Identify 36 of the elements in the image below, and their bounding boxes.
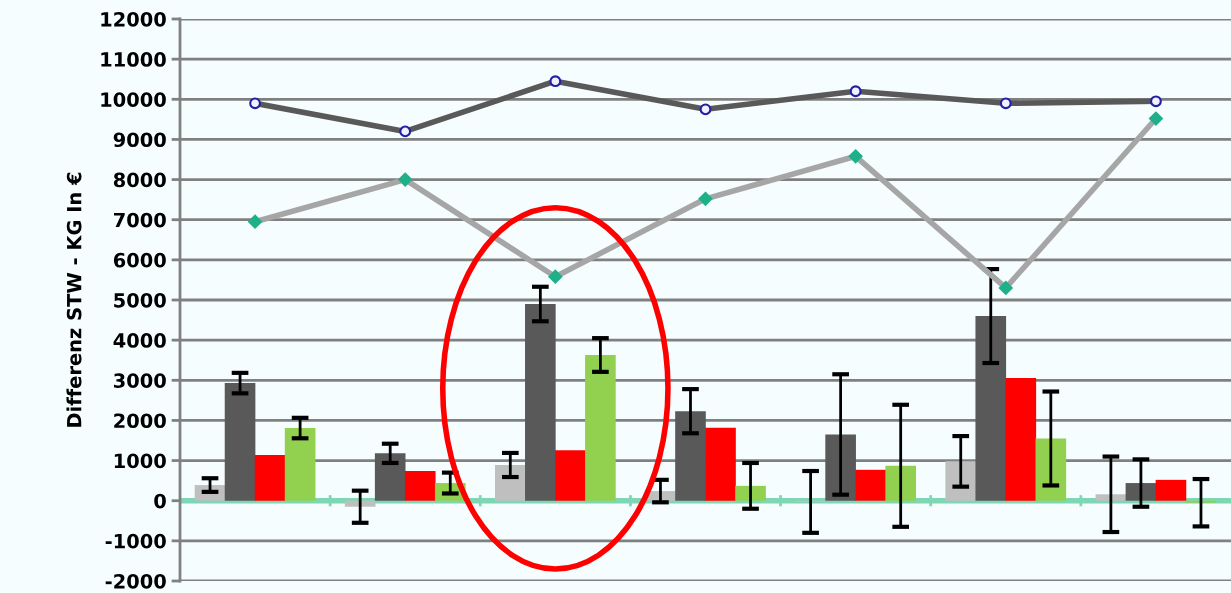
bar [404,471,436,501]
bar [525,304,556,501]
bar [495,464,526,501]
bar [675,411,706,501]
y-tick-label: 11000 [101,52,166,67]
bar [735,485,766,501]
bar [885,465,916,501]
y-tick-label: 7000 [113,212,166,228]
bar [284,428,316,501]
y-tick-label: -2000 [105,573,166,589]
y-tick-label: 10000 [101,92,166,107]
y-tick-label: 4000 [113,333,166,348]
bar [855,469,886,501]
bar [224,383,256,501]
bar [705,427,736,501]
bar [555,450,586,501]
bar [975,316,1007,501]
y-tick-label: 2000 [114,413,166,429]
y-tick-label: 12000 [101,11,166,27]
bar [1095,494,1127,501]
bar [254,454,286,501]
y-tick-label: 9000 [113,132,166,148]
y-axis-title: Differenz STW - KG In € [66,172,82,427]
bar [1185,500,1217,503]
bar [1125,483,1157,501]
y-tick-label: 3000 [113,373,166,388]
bar [1155,479,1187,501]
bar [585,355,616,501]
y-tick-label: 5000 [114,292,166,308]
bar [374,453,406,501]
bar [1005,377,1037,501]
y-tick-label: 6000 [113,252,166,268]
y-tick-label: 8000 [113,172,166,188]
y-tick-label: 0 [154,493,166,509]
y-tick-label: -1000 [105,533,166,549]
y-tick-label: 1000 [114,453,166,469]
